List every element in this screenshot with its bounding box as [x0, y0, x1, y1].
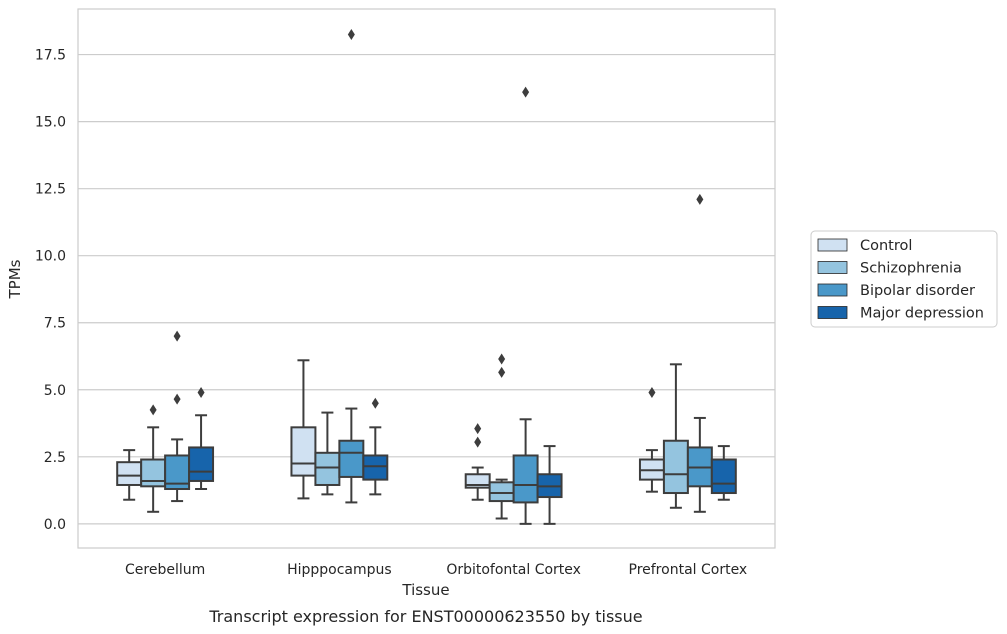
outlier-point	[498, 366, 506, 378]
legend-label: Control	[860, 238, 912, 254]
x-tick-label: Hipppocampus	[287, 562, 392, 578]
outlier-point	[522, 86, 530, 98]
y-tick-label: 7.5	[44, 316, 66, 332]
box	[164, 330, 191, 503]
y-tick-label: 17.5	[35, 48, 66, 64]
plot-area-frame	[77, 8, 776, 549]
outlier-point	[474, 436, 482, 448]
box	[638, 386, 665, 493]
series-bipolar-disorder	[164, 28, 713, 525]
box	[116, 449, 143, 501]
box-body	[710, 458, 737, 495]
box	[512, 86, 539, 525]
box	[536, 445, 563, 525]
y-tick-label: 2.5	[44, 450, 66, 466]
box	[314, 411, 341, 496]
legend-frame	[810, 230, 998, 328]
box	[338, 28, 365, 504]
legend-swatch	[817, 283, 848, 297]
outlier-point	[498, 353, 506, 365]
box-body	[140, 458, 167, 488]
outlier-point	[371, 397, 379, 409]
box	[488, 353, 515, 520]
box	[140, 404, 167, 513]
box-body	[488, 481, 515, 503]
series-control	[116, 359, 665, 501]
box-body	[314, 451, 341, 486]
legend-label: Major depression	[860, 306, 984, 322]
x-axis-title: Tissue	[401, 581, 449, 599]
y-tick-label: 5.0	[44, 383, 66, 399]
box	[662, 363, 689, 509]
outlier-point	[197, 386, 205, 398]
y-tick-label: 15.0	[35, 115, 66, 131]
x-tick-label: Orbitofontal Cortex	[446, 562, 581, 578]
box-body	[116, 461, 143, 486]
box	[188, 386, 215, 491]
box-body	[188, 446, 215, 482]
x-tick-labels: Cerebellum Hipppocampus Orbitofontal Corte…	[125, 562, 747, 578]
legend-swatch	[817, 306, 848, 319]
box-body	[662, 439, 689, 495]
outlier-point	[696, 193, 704, 205]
outlier-point	[149, 404, 157, 416]
box	[464, 423, 491, 501]
outlier-point	[648, 386, 656, 398]
box	[362, 397, 389, 496]
y-axis-title: TPMs	[6, 259, 24, 299]
outlier-point	[173, 393, 181, 405]
x-tick-label: Cerebellum	[125, 562, 205, 578]
box-body	[362, 454, 389, 481]
figure-caption: Transcript expression for ENST0000062355…	[208, 607, 642, 626]
y-tick-label: 0.0	[44, 517, 66, 533]
y-tick-label: 12.5	[35, 182, 66, 198]
y-tick-labels: 0.0 2.5 5.0 7.5 10.0 12.5 15.0 17.5	[35, 48, 66, 533]
legend-label: Schizophrenia	[860, 261, 962, 277]
outlier-point	[173, 330, 181, 342]
box-body	[338, 439, 365, 478]
legend-label: Bipolar disorder	[860, 283, 975, 299]
legend-swatch	[817, 238, 848, 252]
outlier-point	[474, 423, 482, 435]
x-tick-label: Prefrontal Cortex	[629, 562, 748, 578]
box	[710, 445, 737, 501]
series-major-depression	[188, 386, 737, 525]
outlier-point	[347, 28, 355, 40]
box	[290, 359, 317, 500]
series-schizophrenia	[140, 353, 689, 520]
legend-swatch	[817, 261, 848, 274]
y-tick-label: 10.0	[35, 249, 66, 265]
box	[686, 193, 713, 513]
box-body	[290, 426, 317, 477]
box-body	[512, 454, 539, 504]
box-plot-series	[116, 28, 737, 525]
legend: Control Schizophrenia Bipolar disorder Majo…	[810, 230, 998, 328]
